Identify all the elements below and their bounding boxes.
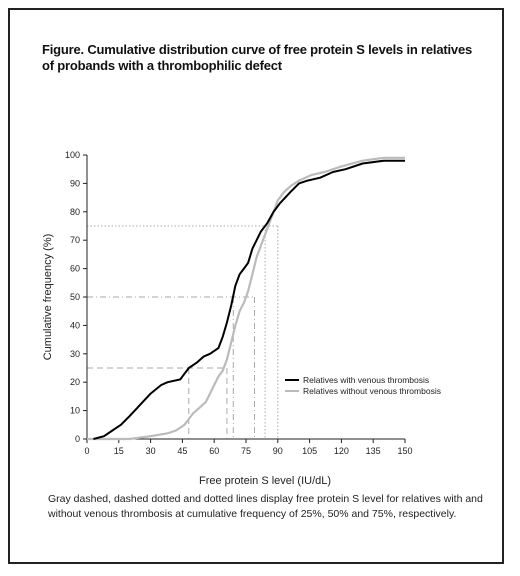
legend: Relatives with venous thrombosisRelative…	[285, 375, 441, 396]
figure-caption: Gray dashed, dashed dotted and dotted li…	[48, 493, 483, 520]
y-tick-label: 90	[70, 178, 80, 188]
figure-frame	[8, 8, 504, 564]
x-tick-label: 120	[334, 446, 349, 456]
x-tick-label: 60	[209, 446, 219, 456]
x-tick-label: 15	[114, 446, 124, 456]
figure-title: Figure. Cumulative distribution curve of…	[42, 42, 473, 73]
series-line	[87, 156, 405, 441]
y-tick-label: 70	[70, 235, 80, 245]
legend-entry: Relatives without venous thrombosis	[303, 386, 441, 396]
y-tick-label: 20	[70, 377, 80, 387]
x-tick-label: 90	[273, 446, 283, 456]
x-tick-label: 75	[241, 446, 251, 456]
y-tick-label: 40	[70, 320, 80, 330]
x-tick-label: 30	[146, 446, 156, 456]
y-tick-label: 80	[70, 207, 80, 217]
x-tick-label: 0	[84, 446, 89, 456]
x-tick-label: 135	[366, 446, 381, 456]
x-tick-label: 105	[302, 446, 317, 456]
y-tick-label: 30	[70, 349, 80, 359]
y-tick-label: 60	[70, 264, 80, 274]
x-axis-label: Free protein S level (IU/dL)	[199, 475, 331, 487]
y-tick-label: 10	[70, 406, 80, 416]
y-tick-label: 100	[65, 150, 80, 160]
reference-lines	[87, 225, 279, 439]
x-tick-label: 45	[177, 446, 187, 456]
legend-entry: Relatives with venous thrombosis	[303, 375, 429, 385]
axes: 0 10 20 30 40 50 60 70 80 90 100 0 15 30 45 60 75 90 105 12…	[65, 150, 413, 456]
series	[87, 156, 405, 441]
y-axis-label: Cumulative frequency (%)	[42, 234, 54, 361]
x-tick-label: 150	[397, 446, 412, 456]
y-tick-label: 50	[70, 292, 80, 302]
y-tick-label: 0	[75, 434, 80, 444]
series-line	[93, 159, 405, 440]
